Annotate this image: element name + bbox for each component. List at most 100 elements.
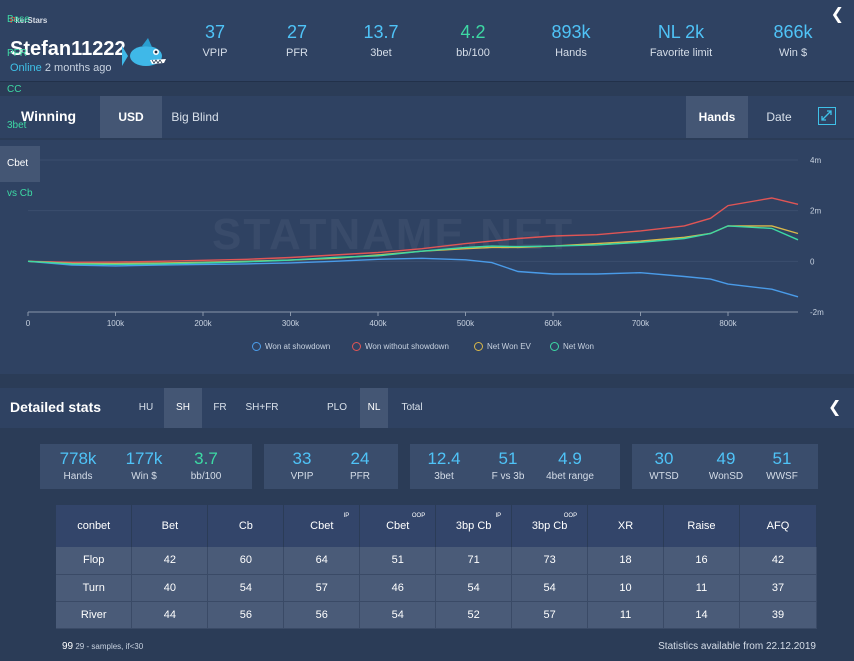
card-stat-value: 4.9 <box>558 449 582 468</box>
table-cell: 46 <box>359 574 437 602</box>
header-stat-6: 866k Win $ <box>748 22 838 59</box>
column-header: Raise <box>663 505 740 547</box>
card-stat-value: 24 <box>350 449 370 468</box>
tab-sh[interactable]: SH <box>164 388 202 428</box>
table-cell: 56 <box>283 601 361 629</box>
card-stat: 177k Win $ <box>114 449 174 482</box>
tab-hands[interactable]: Hands <box>686 96 748 138</box>
stat-label: bb/100 <box>456 47 490 59</box>
header-stat-3: 4.2 bb/100 <box>428 22 518 59</box>
detailed-stats-toolbar <box>0 388 854 428</box>
column-header-sup: OOP <box>563 513 578 519</box>
column-header-label: 3bp Cb <box>531 520 568 532</box>
chevron-left-icon[interactable]: ❮ <box>830 6 844 23</box>
legend-item[interactable]: Won without showdown <box>352 342 449 351</box>
card-stat-label: WTSD <box>649 471 679 482</box>
player-header: PkerStars Stefan11222 Online 2 months ag… <box>0 0 854 82</box>
card-stat: 51 F vs 3b <box>478 449 538 482</box>
header-stat-5: NL 2k Favorite limit <box>636 22 726 59</box>
tab-fr[interactable]: FR <box>213 402 227 413</box>
series-line-3 <box>27 225 799 266</box>
side-item-base[interactable]: Base <box>7 14 30 25</box>
card-stat-label: Hands <box>63 471 93 482</box>
side-item-cbet[interactable]: Cbet <box>0 146 40 182</box>
tab-hu[interactable]: HU <box>138 402 154 413</box>
tab-sh-fr[interactable]: SH+FR <box>245 402 279 413</box>
expand-icon[interactable] <box>818 107 836 125</box>
card-stat-value: 33 <box>292 449 312 468</box>
table-cell: 40 <box>131 574 209 602</box>
column-header-label: AFQ <box>766 520 790 532</box>
table-cell: 37 <box>739 574 818 602</box>
stat-value: NL 2k <box>657 22 705 42</box>
tab-usd[interactable]: USD <box>100 96 162 138</box>
card-stat-label: 4bet range <box>546 471 594 482</box>
column-header-label: Bet <box>161 520 179 532</box>
card-stat-value: 30 <box>654 449 674 468</box>
column-header-label: XR <box>617 520 634 532</box>
x-tick-label: 300k <box>282 319 300 328</box>
table-cell: 54 <box>435 574 513 602</box>
card-stat-label: PFR <box>350 471 370 482</box>
side-item-vs-cb[interactable]: vs Cb <box>7 188 33 199</box>
card-stat-label: bb/100 <box>190 471 222 482</box>
legend-item[interactable]: Net Won <box>550 342 594 351</box>
stats-card-1: 33 VPIP 24 PFR <box>264 444 398 489</box>
column-header: XR <box>587 505 665 547</box>
cbet-table: conbet Bet Cb Cbet IP Cbet OOP 3bp Cb IP 3bp Cb OO… <box>56 505 818 629</box>
column-header: Cb <box>207 505 285 547</box>
legend-item[interactable]: Net Won EV <box>474 342 531 351</box>
x-tick-label: 500k <box>457 319 475 328</box>
column-header-label: Cb <box>238 520 253 532</box>
stat-value: 893k <box>551 22 591 42</box>
table-row: Turn 40 54 57 46 54 54 10 11 37 <box>56 574 818 602</box>
check-circle-icon <box>474 342 483 351</box>
card-stat-value: 51 <box>498 449 518 468</box>
card-stat-value: 3.7 <box>194 449 218 468</box>
tab-date[interactable]: Date <box>766 110 792 124</box>
tab-big-blind[interactable]: Big Blind <box>171 110 219 124</box>
card-stat: 33 VPIP <box>272 449 332 482</box>
winnings-chart: 4m 2m 0 -2m 0 100k 200k 300k 400k 500k 600k 700k 800… <box>26 156 824 328</box>
tab-nl[interactable]: NL <box>360 388 388 428</box>
card-stat: 778k Hands <box>48 449 108 482</box>
legend-label: Won at showdown <box>265 342 331 351</box>
header-stat-2: 13.7 3bet <box>336 22 426 59</box>
table-cell: 64 <box>283 547 361 575</box>
x-tick-label: 0 <box>26 319 31 328</box>
stat-value: 13.7 <box>363 22 399 42</box>
stats-card-0: 778k Hands 177k Win $ 3.7 bb/100 <box>40 444 252 489</box>
table-cell: 42 <box>739 547 818 575</box>
table-cell: 18 <box>587 547 665 575</box>
card-stat-label: WWSF <box>766 471 798 482</box>
column-header-label: Cbet <box>386 520 410 532</box>
table-cell: 44 <box>131 601 209 629</box>
table-cell: 42 <box>131 547 209 575</box>
column-header-sup: IP <box>343 513 350 519</box>
table-cell: River <box>56 601 133 629</box>
pokerstars-logo: PkerStars <box>10 16 48 25</box>
stat-label: PFR <box>286 47 308 59</box>
tab-total[interactable]: Total <box>401 402 423 413</box>
side-item-pfr[interactable]: PFR <box>7 48 27 59</box>
tab-plo[interactable]: PLO <box>326 402 347 413</box>
legend-label: Net Won <box>563 342 594 351</box>
legend-item[interactable]: Won at showdown <box>252 342 330 351</box>
legend-label: Net Won EV <box>487 342 531 351</box>
legend-label: Won without showdown <box>365 342 449 351</box>
chevron-left-icon[interactable]: ❮ <box>828 399 842 416</box>
card-stat-value: 49 <box>716 449 736 468</box>
table-cell: 56 <box>207 601 285 629</box>
table-cell: 51 <box>359 547 437 575</box>
card-stat: 4.9 4bet range <box>540 449 600 482</box>
side-item-3bet[interactable]: 3bet <box>7 120 27 131</box>
header-stat-4: 893k Hands <box>526 22 616 59</box>
column-header-label: 3bp Cb <box>455 520 492 532</box>
column-header-label: conbet <box>77 520 111 532</box>
side-item-cc[interactable]: CC <box>7 84 22 95</box>
x-tick-label: 100k <box>107 319 125 328</box>
card-stat: 3.7 bb/100 <box>176 449 236 482</box>
table-cell: 14 <box>663 601 740 629</box>
stat-value: 27 <box>286 22 308 42</box>
stat-value: 4.2 <box>460 22 486 42</box>
